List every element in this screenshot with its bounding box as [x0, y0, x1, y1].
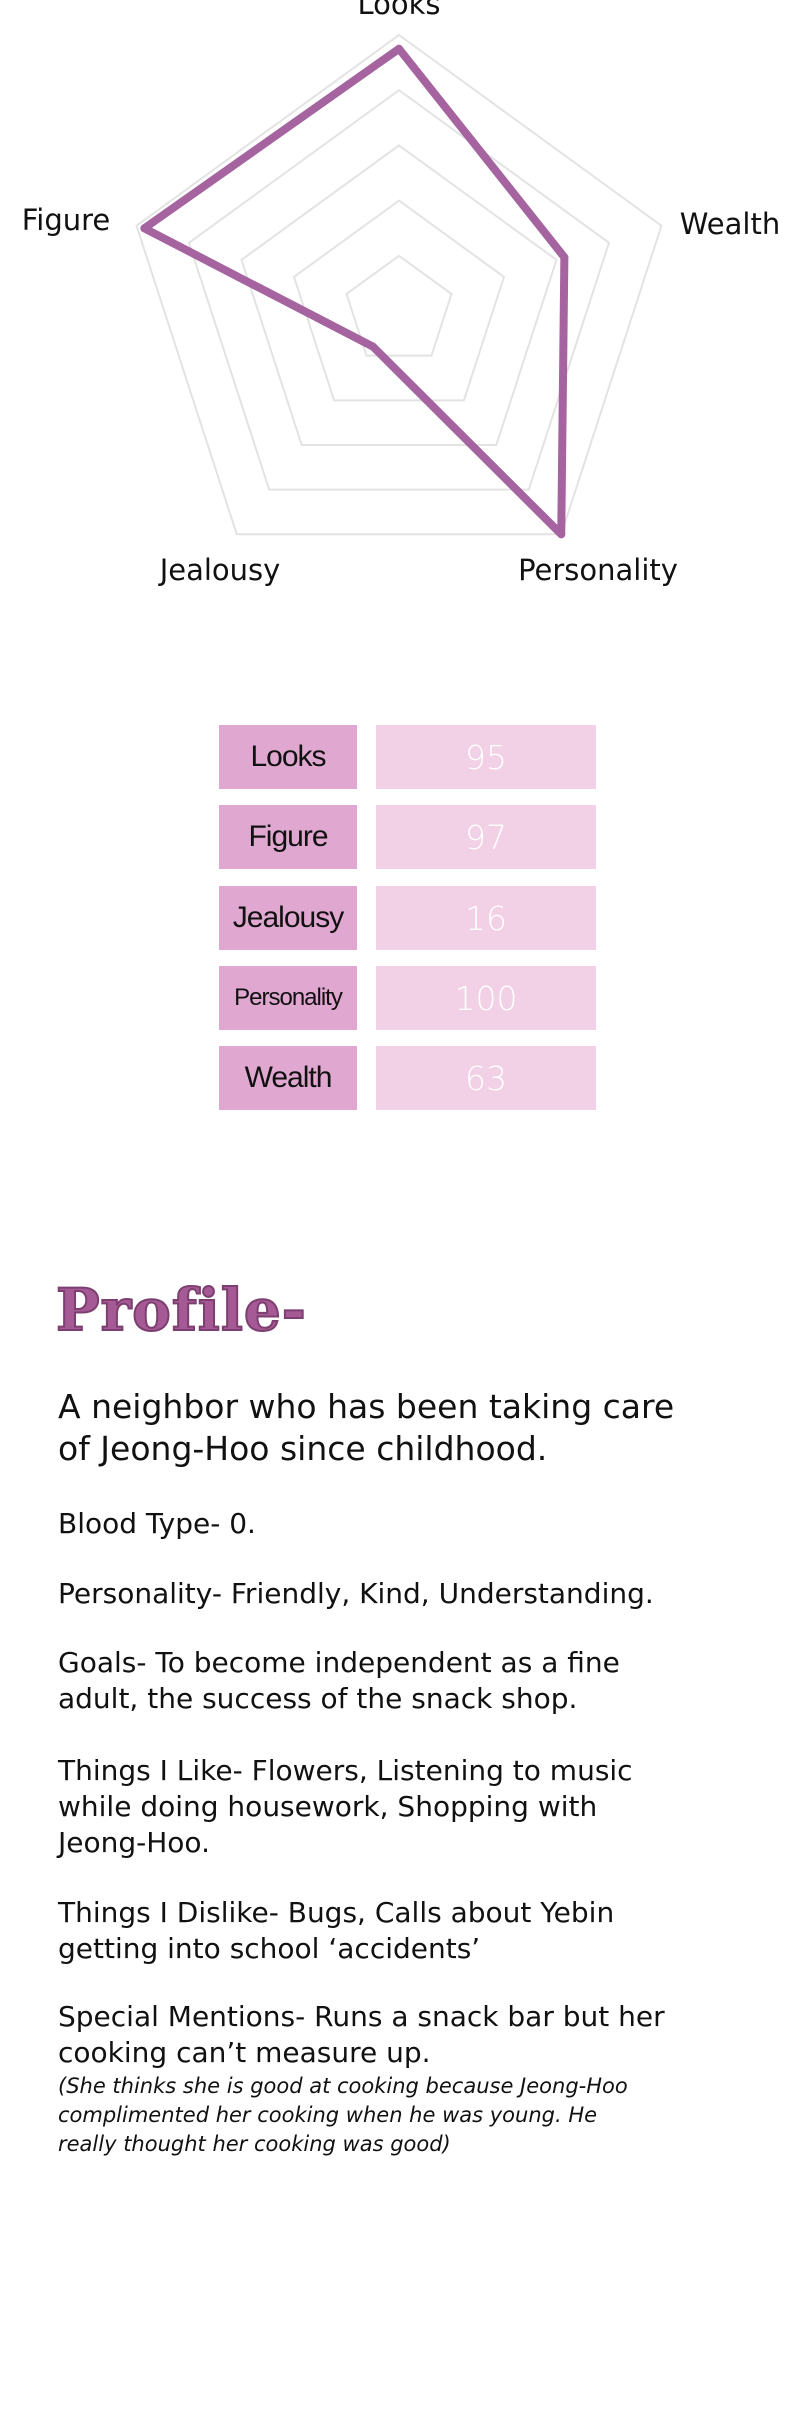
text-line: getting into school ‘accidents’	[58, 1932, 481, 1965]
text-line: complimented her cooking when he was you…	[58, 2103, 598, 2127]
axis-label-jealousy: Jealousy	[158, 553, 281, 587]
axis-label-wealth: Wealth	[680, 207, 780, 241]
data-point-wealth	[560, 253, 569, 262]
stat-label: Figure	[219, 805, 357, 869]
stat-value: 63	[376, 1046, 596, 1110]
text-line: Goals- To become independent as a fine	[58, 1646, 620, 1679]
text-line: Blood Type- 0.	[58, 1507, 256, 1540]
stat-row-personality: Personality 100	[219, 966, 596, 1030]
text-line: really thought her cooking was good)	[58, 2132, 451, 2156]
axis-label-figure: Figure	[22, 203, 111, 237]
data-point-looks	[395, 44, 403, 53]
grid-ring	[240, 144, 558, 446]
data-point-jealousy	[369, 342, 378, 351]
text-line: Things I Like- Flowers, Listening to mus…	[58, 1754, 633, 1787]
profile-goals: Goals- To become independent as a fine a…	[58, 1645, 620, 1717]
grid-ring	[292, 199, 506, 402]
text-line: adult, the success of the snack shop.	[58, 1682, 578, 1715]
stat-row-jealousy: Jealousy 16	[219, 886, 596, 950]
text-line: Things I Dislike- Bugs, Calls about Yebi…	[58, 1896, 615, 1929]
profile-lead: A neighbor who has been taking care of J…	[58, 1386, 674, 1470]
stat-value: 95	[376, 725, 596, 789]
axis-label-looks: Looks	[357, 0, 440, 21]
stat-value: 16	[376, 886, 596, 950]
radar-chart: Looks Wealth Personality Jealousy Figure	[22, 0, 780, 587]
series-line	[140, 44, 569, 539]
data-point-personality	[557, 530, 566, 539]
profile-note: (She thinks she is good at cooking becau…	[58, 2072, 628, 2159]
text-line: (She thinks she is good at cooking becau…	[58, 2074, 628, 2098]
stat-label: Wealth	[219, 1046, 357, 1110]
grid-ring	[135, 33, 663, 536]
text-line: Personality- Friendly, Kind, Understandi…	[58, 1577, 654, 1610]
text-line: Special Mentions- Runs a snack bar but h…	[58, 2000, 665, 2033]
profile-blood-type: Blood Type- 0.	[58, 1506, 256, 1542]
stat-value: 100	[376, 966, 596, 1030]
stat-label: Jealousy	[219, 886, 357, 950]
radar-grid	[135, 33, 663, 536]
data-point-figure	[140, 224, 149, 233]
text-line: cooking can’t measure up.	[58, 2036, 431, 2069]
stat-label: Personality	[219, 966, 357, 1030]
stat-row-looks: Looks 95	[219, 725, 596, 789]
profile-personality: Personality- Friendly, Kind, Understandi…	[58, 1576, 654, 1612]
stat-row-figure: Figure 97	[219, 805, 596, 869]
text-line: of Jeong-Hoo since childhood.	[58, 1429, 548, 1468]
profile-dislikes: Things I Dislike- Bugs, Calls about Yebi…	[58, 1895, 614, 1967]
stat-value: 97	[376, 805, 596, 869]
stat-row-wealth: Wealth 63	[219, 1046, 596, 1110]
profile-special-mentions: Special Mentions- Runs a snack bar but h…	[58, 1999, 665, 2071]
text-line: Jeong-Hoo.	[58, 1826, 210, 1859]
text-line: while doing housework, Shopping with	[58, 1790, 598, 1823]
axis-label-personality: Personality	[518, 553, 678, 587]
grid-ring	[187, 88, 611, 491]
profile-title: Profile-	[55, 1275, 307, 1345]
text-line: A neighbor who has been taking care	[58, 1387, 675, 1426]
stat-label: Looks	[219, 725, 357, 789]
grid-ring	[345, 254, 453, 357]
profile-likes: Things I Like- Flowers, Listening to mus…	[58, 1753, 633, 1861]
